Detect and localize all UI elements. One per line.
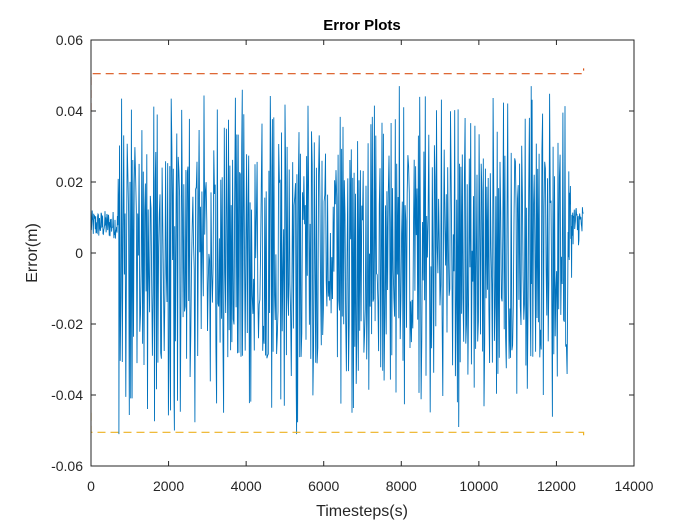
y-tick-label: 0.02 <box>56 174 83 190</box>
y-axis-title: Error(m) <box>24 223 41 283</box>
y-tick-label: 0.06 <box>56 32 83 48</box>
x-tick-label: 4000 <box>231 478 262 494</box>
x-tick-label: 8000 <box>386 478 417 494</box>
bound-line-2 <box>91 412 585 438</box>
x-axis-title: Timesteps(s) <box>316 503 408 520</box>
series-group <box>91 68 585 438</box>
x-tick-label: 12000 <box>537 478 576 494</box>
chart-title: Error Plots <box>323 17 401 34</box>
x-tick-label: 10000 <box>459 478 498 494</box>
x-tick-label: 0 <box>87 478 95 494</box>
y-tick-label: 0.04 <box>56 103 83 119</box>
y-tick-label: 0 <box>75 245 83 261</box>
x-tick-label: 14000 <box>615 478 654 494</box>
y-tick-label: -0.06 <box>51 458 83 474</box>
y-tick-label: -0.02 <box>51 316 83 332</box>
error-series-line <box>91 86 584 435</box>
plot-area <box>91 68 585 438</box>
x-tick-label: 6000 <box>308 478 339 494</box>
axes: 0 2000 4000 6000 8000 10000 12000 14000 -0.06 -0.… <box>51 32 654 494</box>
y-tick-label: -0.04 <box>51 387 83 403</box>
x-tick-label: 2000 <box>153 478 184 494</box>
